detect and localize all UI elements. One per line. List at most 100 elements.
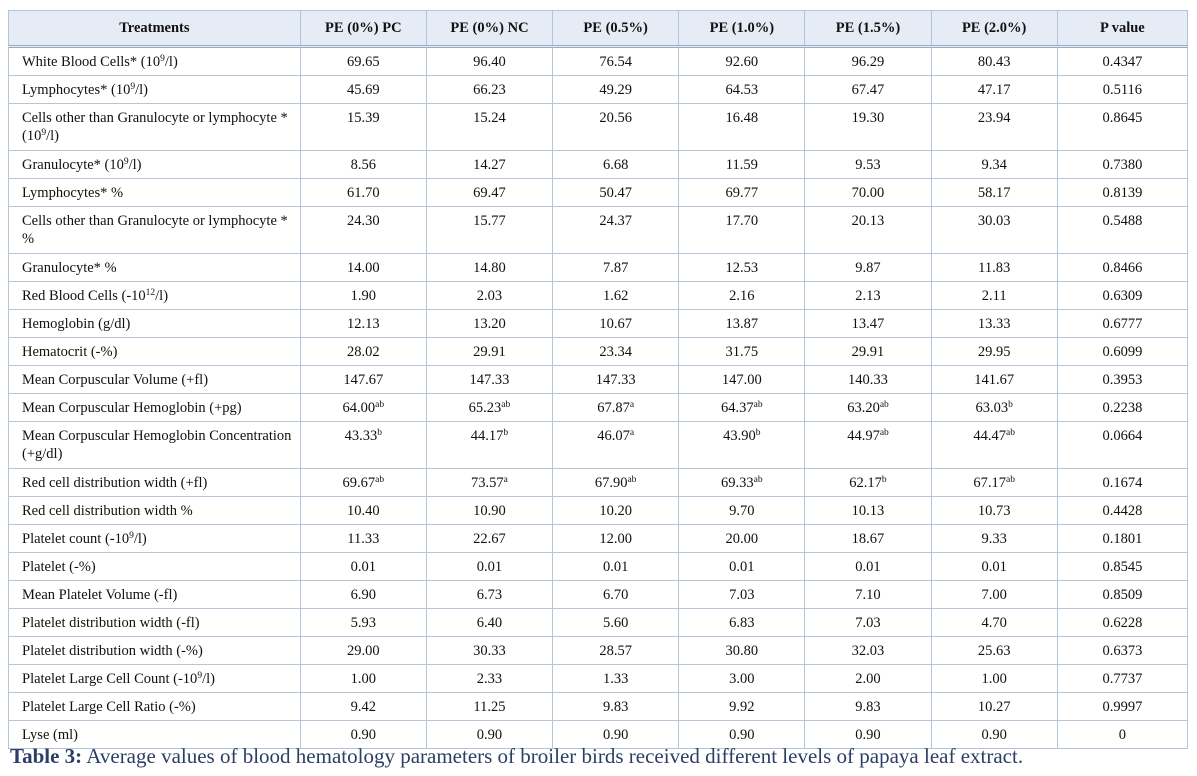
cell-value: 0.7737 — [1102, 671, 1143, 687]
row-label-text: Granulocyte* (10 — [22, 157, 124, 173]
value-cell: 14.00 — [299, 253, 427, 282]
cell-value: 6.40 — [476, 615, 503, 631]
value-cell: 8.56 — [299, 150, 427, 179]
value-cell: 1.62 — [552, 281, 680, 310]
cell-value: 147.00 — [721, 372, 762, 388]
table-row: Hematocrit (-%) 28.02 29.91 23.34 31.75 29.91… — [8, 337, 1189, 366]
value-cell: 62.17b — [804, 468, 932, 497]
p-value-cell: 0.1801 — [1056, 524, 1189, 553]
value-cell: 69.67ab — [299, 468, 427, 497]
cell-value: 11.59 — [725, 157, 758, 173]
table-row: Mean Platelet Volume (-fl) 6.90 6.73 6.70 7.… — [8, 580, 1189, 609]
cell-value: 64.53 — [725, 82, 759, 98]
value-cell: 67.87a — [552, 393, 680, 422]
significance-letter: ab — [753, 475, 763, 485]
cell-value: 14.00 — [346, 260, 380, 276]
cell-value: 0.90 — [602, 727, 629, 743]
cell-value: 2.00 — [855, 671, 881, 687]
value-cell: 10.27 — [930, 692, 1058, 721]
cell-value: 1.33 — [602, 671, 629, 687]
p-value-cell: 0.7737 — [1056, 664, 1189, 693]
cell-value: 28.57 — [599, 643, 632, 659]
row-label-text: Platelet distribution width (-%) — [22, 643, 203, 659]
value-cell: 6.90 — [299, 580, 427, 609]
value-cell: 45.69 — [299, 75, 427, 104]
value-cell: 49.29 — [552, 75, 680, 104]
row-label: Cells other than Granulocyte or lymphocy… — [8, 103, 301, 151]
significance-letter: b — [881, 475, 887, 485]
cell-value: 3.00 — [729, 671, 755, 687]
table-row: Platelet distribution width (-%) 29.00 30.… — [8, 636, 1189, 665]
table-row: Mean Corpuscular Hemoglobin Concentratio… — [8, 421, 1189, 469]
cell-value: 14.80 — [473, 260, 506, 276]
row-label: Cells other than Granulocyte or lymphocy… — [8, 206, 301, 254]
caption-label: Table 3: — [10, 744, 83, 768]
cell-value: 11.33 — [347, 531, 380, 547]
row-label: Platelet distribution width (-%) — [8, 636, 301, 665]
cell-value: 1.00 — [350, 671, 376, 687]
row-label-suffix: /l) — [133, 531, 147, 547]
p-value-cell: 0.8545 — [1056, 552, 1189, 581]
row-label: Platelet distribution width (-fl) — [8, 608, 301, 637]
value-cell: 7.03 — [804, 608, 932, 637]
cell-value: 30.33 — [473, 643, 506, 659]
row-label: Platelet Large Cell Count (-109/l) — [8, 664, 301, 693]
row-label-sup: 9 — [197, 671, 203, 681]
cell-value: 10.20 — [599, 503, 632, 519]
row-label-text: Platelet (-%) — [22, 559, 96, 575]
cell-value: 50.47 — [599, 185, 632, 201]
cell-value: 30.80 — [725, 643, 759, 659]
cell-value: 13.87 — [725, 316, 759, 332]
cell-value: 46.07 — [597, 428, 630, 444]
cell-value: 43.33 — [344, 428, 378, 444]
value-cell: 30.03 — [930, 206, 1058, 254]
value-cell: 28.02 — [299, 337, 427, 366]
cell-value: 62.17 — [849, 475, 882, 491]
table-row: Platelet count (-109/l) 11.33 22.67 12.00 20… — [8, 524, 1189, 553]
value-cell: 147.33 — [425, 365, 554, 394]
cell-value: 15.77 — [473, 213, 506, 229]
table-row: Hemoglobin (g/dl) 12.13 13.20 10.67 13.87 13.… — [8, 309, 1189, 338]
cell-value: 29.95 — [977, 344, 1011, 360]
value-cell: 147.33 — [552, 365, 680, 394]
cell-value: 2.03 — [476, 288, 503, 304]
cell-value: 0.6228 — [1102, 615, 1143, 631]
cell-value: 0.90 — [729, 727, 755, 743]
significance-letter: b — [755, 428, 761, 438]
table-row: Red Blood Cells (-1012/l) 1.90 2.03 1.62 2.1… — [8, 281, 1189, 310]
cell-value: 22.67 — [473, 531, 506, 547]
cell-value: 15.24 — [473, 110, 506, 126]
p-value-cell: 0.8509 — [1056, 580, 1189, 609]
header-pe-1-5: PE (1.5%) — [804, 10, 932, 48]
cell-value: 8.56 — [350, 157, 376, 173]
value-cell: 24.30 — [299, 206, 427, 254]
cell-value: 69.33 — [721, 475, 754, 491]
value-cell: 6.70 — [552, 580, 680, 609]
value-cell: 13.33 — [930, 309, 1058, 338]
p-value-cell: 0.6309 — [1056, 281, 1189, 310]
cell-value: 0.01 — [855, 559, 881, 575]
value-cell: 16.48 — [678, 103, 806, 151]
table-row: Platelet Large Cell Count (-109/l) 1.00 2.… — [8, 664, 1189, 693]
cell-value: 6.73 — [476, 587, 503, 603]
cell-value: 0.8545 — [1102, 559, 1143, 575]
cell-value: 13.33 — [977, 316, 1011, 332]
value-cell: 7.03 — [678, 580, 806, 609]
p-value-cell: 0.1674 — [1056, 468, 1189, 497]
row-label: Lymphocytes* (109/l) — [8, 75, 301, 104]
value-cell: 140.33 — [804, 365, 932, 394]
cell-value: 24.37 — [599, 213, 632, 229]
cell-value: 29.91 — [851, 344, 885, 360]
value-cell: 43.33b — [299, 421, 427, 469]
value-cell: 80.43 — [930, 46, 1058, 76]
value-cell: 19.30 — [804, 103, 932, 151]
row-label: Red Blood Cells (-1012/l) — [8, 281, 301, 310]
value-cell: 14.27 — [425, 150, 554, 179]
cell-value: 13.47 — [851, 316, 885, 332]
value-cell: 1.90 — [299, 281, 427, 310]
cell-value: 10.90 — [473, 503, 506, 519]
cell-value: 0.2238 — [1102, 400, 1143, 416]
row-label: Platelet count (-109/l) — [8, 524, 301, 553]
value-cell: 9.33 — [930, 524, 1058, 553]
cell-value: 12.00 — [599, 531, 632, 547]
